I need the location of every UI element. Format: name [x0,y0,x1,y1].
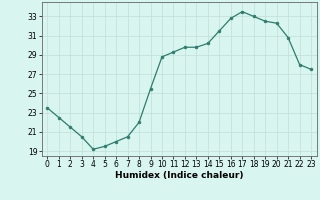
X-axis label: Humidex (Indice chaleur): Humidex (Indice chaleur) [115,171,244,180]
